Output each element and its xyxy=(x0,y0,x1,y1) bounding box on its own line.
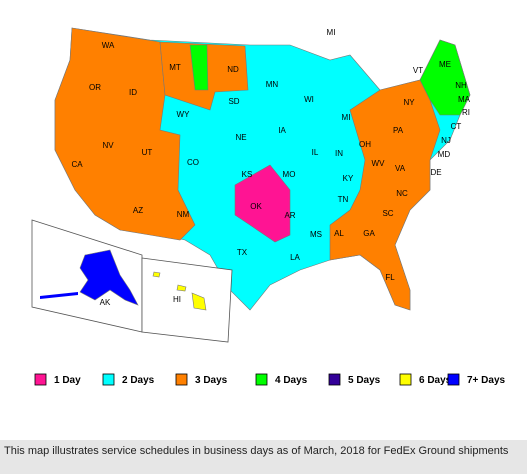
legend-swatch xyxy=(399,373,412,386)
state-label: OK xyxy=(250,202,262,211)
state-label: NJ xyxy=(441,136,451,145)
state-label: AZ xyxy=(133,206,143,215)
state-label: NY xyxy=(403,98,415,107)
state-label: ID xyxy=(129,88,137,97)
state-label: PA xyxy=(393,126,404,135)
state-label: MI xyxy=(327,28,336,37)
state-label: FL xyxy=(385,273,395,282)
legend-label: 7+ Days xyxy=(467,375,506,386)
state-label: RI xyxy=(462,108,470,117)
state-label: KY xyxy=(343,174,354,183)
legend-label: 3 Days xyxy=(195,375,228,386)
state-label: CO xyxy=(187,158,199,167)
state-label: NE xyxy=(235,133,246,142)
state-label: AR xyxy=(284,211,295,220)
state-label: SC xyxy=(382,209,393,218)
state-label: IL xyxy=(312,148,319,157)
state-label: OH xyxy=(359,140,371,149)
legend-swatch xyxy=(447,373,460,386)
state-label: MO xyxy=(283,170,296,179)
alaska xyxy=(79,249,139,306)
legend-label: 5 Days xyxy=(348,375,381,386)
legend-label: 4 Days xyxy=(275,375,308,386)
region-3-days-west xyxy=(54,27,196,241)
legend-swatch xyxy=(255,373,268,386)
hawaii-3 xyxy=(152,271,161,278)
hawaii-inset xyxy=(141,257,233,343)
state-label: MI xyxy=(342,113,351,122)
state-label: NH xyxy=(455,81,467,90)
state-label: WV xyxy=(372,159,386,168)
hawaii-2 xyxy=(176,284,187,292)
legend-label: 1 Day xyxy=(54,375,81,386)
state-label: HI xyxy=(173,295,181,304)
state-label: NC xyxy=(396,189,408,198)
state-label: ND xyxy=(227,65,239,74)
state-label: OR xyxy=(89,83,101,92)
map: WA OR ID MT WY ND SD NE CO UT NV CA AZ NM KS OK TX MN IA MO… xyxy=(31,27,506,386)
region-4-days-northeast xyxy=(419,39,471,116)
state-label: NM xyxy=(177,210,190,219)
legend-swatch xyxy=(102,373,115,386)
state-label: LA xyxy=(290,253,300,262)
state-label: WY xyxy=(177,110,191,119)
hawaii-1 xyxy=(191,292,207,311)
legend-label: 6 Days xyxy=(419,375,452,386)
region-4-days-montana xyxy=(189,44,209,91)
state-label: MD xyxy=(438,150,451,159)
state-label: NV xyxy=(102,141,114,150)
state-label: SD xyxy=(228,97,239,106)
state-label: TN xyxy=(338,195,349,204)
state-label: MA xyxy=(458,95,471,104)
legend-swatch xyxy=(34,373,47,386)
state-label: TX xyxy=(237,248,248,257)
state-label: AK xyxy=(100,298,111,307)
state-label: DE xyxy=(430,168,441,177)
state-label: MT xyxy=(169,63,181,72)
state-label: IN xyxy=(335,149,343,158)
state-label: VT xyxy=(413,66,423,75)
region-1-day xyxy=(234,164,291,243)
state-label: MN xyxy=(266,80,279,89)
legend-swatch xyxy=(328,373,341,386)
state-label: UT xyxy=(142,148,153,157)
state-label: KS xyxy=(242,170,253,179)
state-label: AL xyxy=(334,229,344,238)
state-label: IA xyxy=(278,126,286,135)
state-label: ME xyxy=(439,60,451,69)
caption: This map illustrates service schedules i… xyxy=(0,440,527,474)
state-label: VA xyxy=(395,164,406,173)
legend-swatch xyxy=(175,373,188,386)
state-label: CA xyxy=(71,160,83,169)
alaska-islands xyxy=(40,292,78,299)
state-label: CT xyxy=(451,122,462,131)
region-3-days-east xyxy=(329,79,441,311)
state-label: WI xyxy=(304,95,314,104)
state-label: GA xyxy=(363,229,375,238)
legend-label: 2 Days xyxy=(122,375,155,386)
state-label: WA xyxy=(102,41,115,50)
state-label: MS xyxy=(310,230,322,239)
